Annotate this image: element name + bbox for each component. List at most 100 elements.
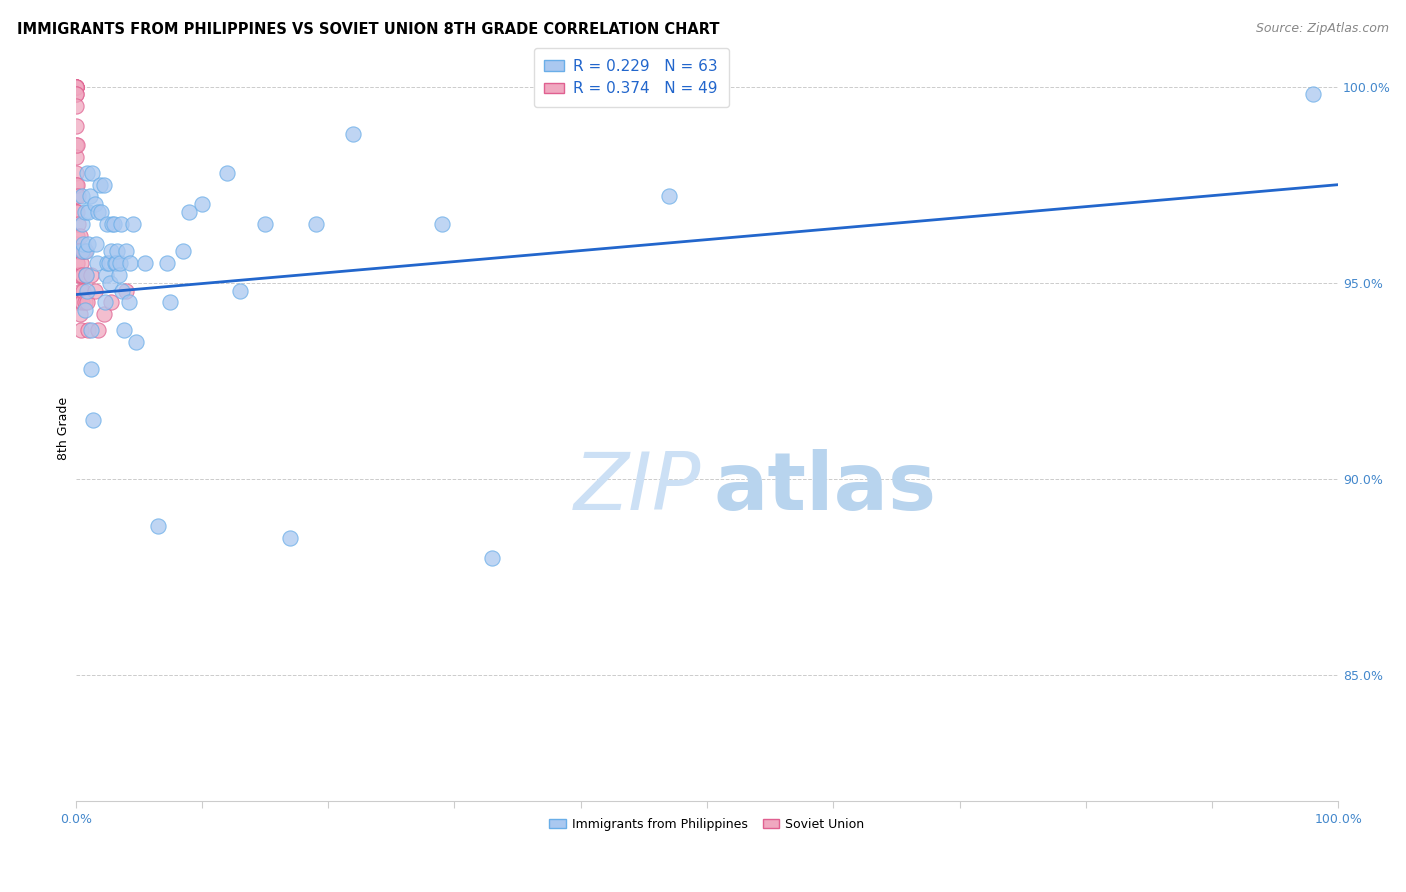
Point	[70, 189, 93, 203]
Point	[86, 256, 108, 270]
Point	[70, 244, 93, 259]
Point	[76, 284, 98, 298]
Point	[80, 323, 103, 337]
Point	[70, 217, 93, 231]
Point	[65, 87, 87, 102]
Point	[105, 256, 128, 270]
Point	[481, 550, 503, 565]
Point	[80, 268, 103, 282]
Point	[73, 303, 96, 318]
Point	[76, 295, 98, 310]
Point	[65, 79, 87, 94]
Point	[80, 362, 103, 376]
Point	[72, 244, 94, 259]
Point	[70, 268, 93, 282]
Point	[94, 295, 117, 310]
Point	[73, 244, 96, 259]
Point	[156, 256, 179, 270]
Point	[69, 284, 91, 298]
Point	[66, 178, 89, 192]
Point	[82, 166, 104, 180]
Point	[112, 323, 135, 337]
Point	[73, 295, 96, 310]
Point	[65, 87, 87, 102]
Point	[65, 138, 87, 153]
Y-axis label: 8th Grade: 8th Grade	[58, 396, 70, 459]
Point	[172, 244, 194, 259]
Point	[83, 197, 105, 211]
Point	[658, 189, 681, 203]
Point	[94, 268, 117, 282]
Point	[1302, 87, 1324, 102]
Point	[67, 244, 90, 259]
Point	[65, 150, 87, 164]
Point	[159, 295, 181, 310]
Point	[90, 205, 112, 219]
Point	[67, 295, 90, 310]
Point	[96, 217, 118, 231]
Point	[77, 323, 100, 337]
Point	[83, 284, 105, 298]
Point	[134, 256, 156, 270]
Point	[75, 268, 97, 282]
Point	[87, 205, 110, 219]
Point	[65, 79, 87, 94]
Point	[65, 119, 87, 133]
Point	[111, 284, 134, 298]
Point	[69, 323, 91, 337]
Point	[87, 323, 110, 337]
Point	[97, 256, 120, 270]
Point	[67, 217, 90, 231]
Point	[280, 531, 302, 545]
Point	[100, 295, 122, 310]
Point	[66, 205, 89, 219]
Legend: Immigrants from Philippines, Soviet Union: Immigrants from Philippines, Soviet Unio…	[544, 813, 869, 836]
Text: Source: ZipAtlas.com: Source: ZipAtlas.com	[1256, 22, 1389, 36]
Point	[65, 79, 87, 94]
Point	[66, 138, 89, 153]
Point	[67, 189, 90, 203]
Point	[75, 244, 97, 259]
Point	[110, 217, 132, 231]
Text: IMMIGRANTS FROM PHILIPPINES VS SOVIET UNION 8TH GRADE CORRELATION CHART: IMMIGRANTS FROM PHILIPPINES VS SOVIET UN…	[17, 22, 720, 37]
Point	[65, 189, 87, 203]
Point	[65, 79, 87, 94]
Point	[65, 236, 87, 251]
Point	[146, 519, 169, 533]
Point	[100, 244, 122, 259]
Point	[105, 244, 128, 259]
Point	[66, 228, 89, 243]
Text: atlas: atlas	[713, 449, 936, 526]
Point	[430, 217, 453, 231]
Text: ZIP: ZIP	[574, 449, 700, 526]
Point	[69, 256, 91, 270]
Point	[342, 127, 364, 141]
Point	[179, 205, 201, 219]
Point	[103, 217, 125, 231]
Point	[191, 197, 214, 211]
Point	[82, 413, 104, 427]
Point	[93, 307, 115, 321]
Point	[118, 256, 141, 270]
Point	[96, 256, 118, 270]
Point	[229, 284, 252, 298]
Point	[65, 205, 87, 219]
Point	[70, 295, 93, 310]
Point	[65, 166, 87, 180]
Point	[73, 205, 96, 219]
Point	[98, 276, 121, 290]
Point	[84, 236, 107, 251]
Point	[69, 307, 91, 321]
Point	[79, 189, 101, 203]
Point	[65, 79, 87, 94]
Point	[93, 178, 115, 192]
Point	[72, 284, 94, 298]
Point	[108, 256, 131, 270]
Point	[65, 178, 87, 192]
Point	[121, 217, 143, 231]
Point	[65, 79, 87, 94]
Point	[69, 244, 91, 259]
Point	[89, 178, 111, 192]
Point	[254, 217, 277, 231]
Point	[66, 256, 89, 270]
